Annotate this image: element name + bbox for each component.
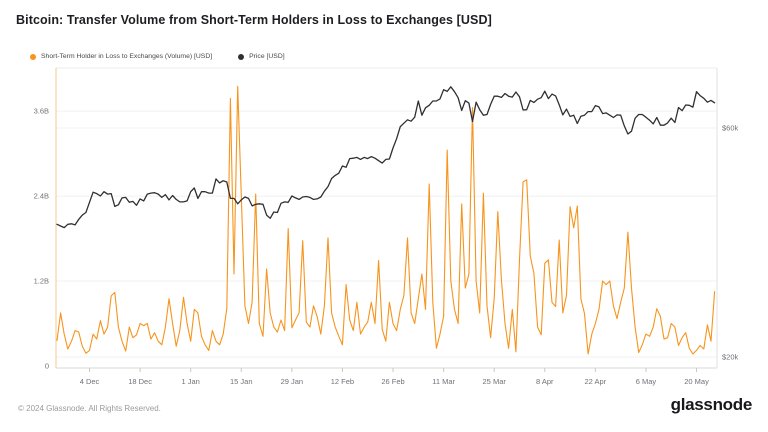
legend-dot-icon xyxy=(238,53,245,60)
glassnode-logo: glassnode xyxy=(670,395,753,414)
x-axis-label: 25 Mar xyxy=(483,377,507,386)
x-axis-label: 20 May xyxy=(684,377,709,386)
x-axis-label: 12 Feb xyxy=(331,377,354,386)
legend-dot-icon xyxy=(30,53,36,60)
right-axis-label: $20k xyxy=(722,353,739,362)
left-axis-label: 3.6B xyxy=(34,107,49,116)
legend-item-0[interactable]: Short-Term Holder in Loss to Exchanges (… xyxy=(30,53,212,60)
x-axis-label: 11 Mar xyxy=(432,377,455,386)
x-axis-label: 29 Jan xyxy=(281,377,304,386)
left-axis-label: 0 xyxy=(45,362,49,371)
legend-label: Short-Term Holder in Loss to Exchanges (… xyxy=(41,53,213,60)
x-axis-label: 22 Apr xyxy=(585,377,607,386)
x-axis-label: 15 Jan xyxy=(230,377,253,386)
price-series-line xyxy=(56,86,716,229)
legend-item-1[interactable]: Price [USD] xyxy=(238,53,285,60)
legend-label: Price [USD] xyxy=(249,53,285,60)
chart-legend: Short-Term Holder in Loss to Exchanges (… xyxy=(30,53,285,60)
x-axis-label: 6 May xyxy=(636,377,657,386)
left-axis-label: 1.2B xyxy=(34,277,49,286)
x-axis-label: 4 Dec xyxy=(80,377,100,386)
x-axis-label: 26 Feb xyxy=(381,377,404,386)
left-axis-label: 2.4B xyxy=(34,192,49,201)
right-axis-label: $60k xyxy=(722,124,739,133)
x-axis-label: 18 Dec xyxy=(128,377,152,386)
x-axis-label: 1 Jan xyxy=(182,377,200,386)
x-axis-label: 8 Apr xyxy=(536,377,554,386)
copyright-text: © 2024 Glassnode. All Rights Reserved. xyxy=(18,404,161,413)
volume-series-line xyxy=(56,85,716,355)
page-title: Bitcoin: Transfer Volume from Short-Term… xyxy=(16,13,492,27)
